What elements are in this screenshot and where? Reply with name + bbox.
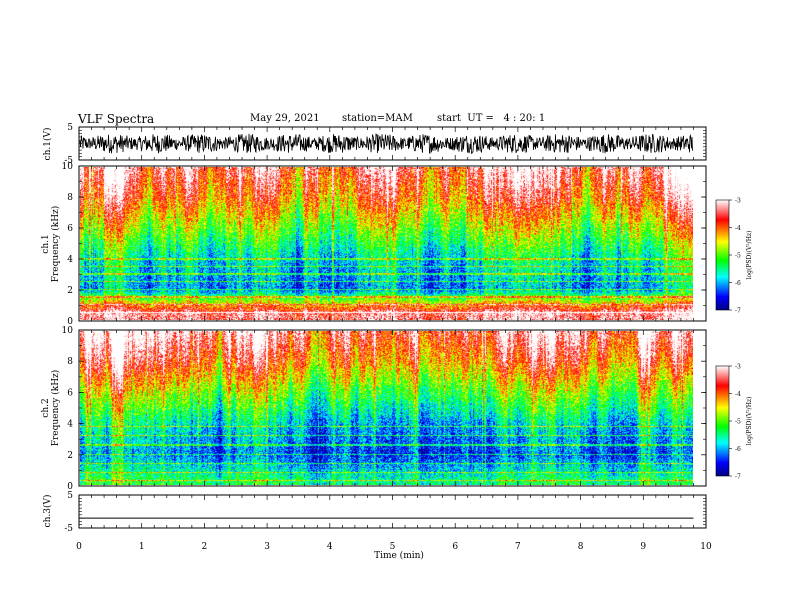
start-time-label: start UT = 4 : 20: 1	[437, 113, 546, 124]
x-tick-label: 10	[700, 542, 712, 552]
ch1-spec-ylabel-channel: ch.1	[41, 234, 51, 253]
ch1-waveform-ylabel: ch.1(V)	[42, 128, 53, 161]
x-tick-label: 6	[452, 542, 458, 552]
x-tick-label: 5	[390, 542, 396, 552]
x-tick-label: 4	[327, 542, 333, 552]
y-tick-label: 5	[67, 123, 73, 133]
colorbar-tick-label: -3	[735, 364, 741, 371]
date-label: May 29, 2021	[250, 113, 320, 124]
colorbar-tick-label: -5	[735, 419, 741, 426]
figure-title: VLF Spectra	[78, 112, 155, 126]
colorbar-tick-label: -4	[735, 225, 741, 232]
ch2-spec-ylabel-frequency: Frequency (kHz)	[50, 370, 61, 447]
x-tick-label: 2	[202, 542, 208, 552]
ch1-colorbar-label: log(PSD)(V²/Hz)	[746, 231, 753, 280]
x-tick-label: 9	[640, 542, 646, 552]
colorbar-tick-label: -7	[735, 308, 741, 315]
x-tick-label: 0	[76, 542, 82, 552]
y-tick-label: 10	[62, 326, 74, 336]
colorbar-tick-label: -3	[735, 198, 741, 205]
colorbar-tick-label: -7	[735, 474, 741, 481]
y-tick-label: 6	[67, 224, 73, 234]
y-tick-label: -5	[64, 156, 73, 166]
x-tick-label: 7	[515, 542, 521, 552]
y-tick-label: 5	[67, 491, 73, 501]
y-tick-label: 2	[67, 451, 73, 461]
ch1-colorbar	[715, 199, 730, 311]
ch3-waveform-ylabel: ch.3(V)	[42, 495, 53, 528]
colorbar-tick-label: -5	[735, 253, 741, 260]
x-tick-label: 8	[578, 542, 584, 552]
colorbar-tick-label: -4	[735, 391, 741, 398]
y-tick-label: 4	[67, 255, 73, 265]
y-tick-label: 0	[67, 317, 73, 327]
station-label: station=MAM	[342, 113, 413, 124]
y-tick-label: 8	[67, 357, 73, 367]
ch1-spectrogram-image	[80, 167, 693, 320]
y-tick-label: 0	[67, 482, 73, 492]
x-axis-label: Time (min)	[374, 550, 424, 561]
ch2-colorbar-label: log(PSD)(V²/Hz)	[746, 397, 753, 446]
ch2-spec-ylabel-channel: ch.2	[41, 398, 51, 417]
y-tick-label: 10	[62, 162, 74, 172]
y-tick-label: 2	[67, 286, 73, 296]
x-tick-label: 3	[264, 542, 270, 552]
ch2-spectrogram-image	[80, 331, 693, 485]
ch2-colorbar	[715, 365, 730, 477]
y-tick-label: 4	[67, 420, 73, 430]
y-tick-label: 6	[67, 388, 73, 398]
colorbar-tick-label: -6	[735, 280, 741, 287]
y-tick-label: 8	[67, 193, 73, 203]
ch1-spec-ylabel-frequency: Frequency (kHz)	[50, 206, 61, 283]
colorbar-tick-label: -6	[735, 446, 741, 453]
ch1-waveform-line	[79, 133, 694, 154]
y-tick-label: -5	[64, 524, 73, 534]
x-tick-label: 1	[139, 542, 145, 552]
